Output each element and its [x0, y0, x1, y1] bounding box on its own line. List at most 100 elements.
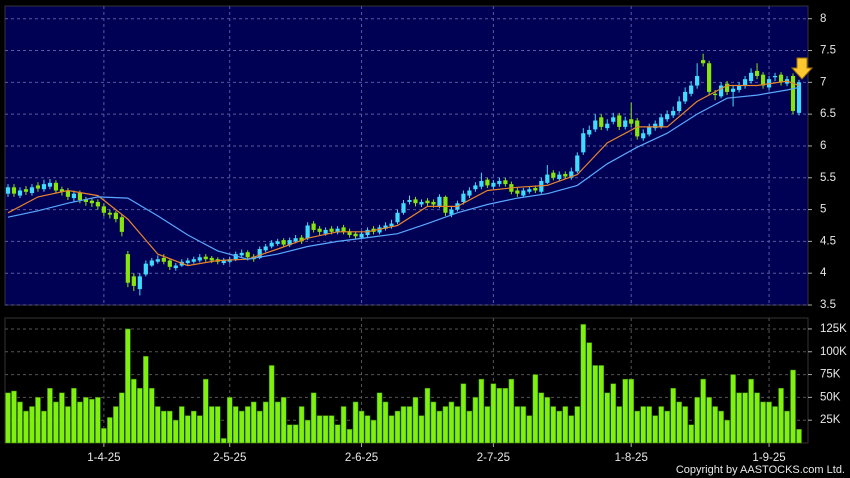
moving-average-line	[7, 80, 800, 267]
candle-body	[497, 180, 502, 185]
volume-bar	[790, 369, 796, 444]
volume-bar	[95, 397, 101, 444]
volume-bar	[5, 392, 11, 444]
volume-bar	[119, 392, 125, 444]
candle-body	[796, 82, 802, 113]
candle-body	[101, 206, 106, 213]
volume-bar	[472, 397, 479, 444]
candle-body	[407, 200, 412, 202]
candle-body	[479, 180, 484, 187]
volume-bar	[173, 419, 179, 444]
candle-body	[701, 60, 706, 64]
volume-bar	[550, 406, 557, 444]
volume-bar	[340, 406, 347, 444]
candle-body	[329, 228, 334, 232]
volume-bar	[700, 378, 706, 444]
volume-bar	[352, 401, 359, 444]
y-tick-label: 7	[820, 76, 826, 88]
candle-body	[742, 79, 748, 86]
volume-bar	[496, 388, 503, 444]
candle-body	[593, 120, 598, 130]
candle-body	[425, 200, 430, 204]
candle-body	[239, 252, 244, 256]
candle-body	[155, 259, 160, 262]
candle-body	[629, 119, 634, 124]
volume-bar	[280, 397, 287, 444]
candle-body	[713, 93, 718, 96]
volume-bar	[592, 365, 599, 444]
volume-bar	[670, 388, 676, 444]
y-tick-label: 4.5	[820, 235, 836, 247]
volume-bar	[208, 406, 215, 444]
volume-bar	[436, 410, 443, 444]
volume-bar	[197, 415, 203, 444]
volume-bar	[400, 406, 407, 444]
candle-body	[587, 130, 592, 135]
volume-bar	[706, 397, 712, 444]
candle-body	[605, 123, 610, 129]
volume-bar	[544, 397, 551, 444]
volume-bar	[580, 324, 587, 444]
candle-body	[287, 240, 292, 246]
volume-bar	[532, 374, 539, 444]
volume-bar	[382, 401, 389, 444]
volume-bar	[574, 406, 581, 444]
volume-bar	[604, 392, 610, 444]
candle-body	[203, 256, 208, 260]
candle-body	[365, 229, 370, 236]
y-tick-label: 50K	[820, 391, 841, 403]
candle-body	[413, 199, 418, 204]
candle-body	[341, 227, 346, 232]
volume-bar	[508, 378, 515, 444]
candle-body	[191, 259, 196, 262]
candle-body	[695, 75, 700, 86]
volume-bar	[346, 429, 353, 444]
y-tick-label: 6	[820, 140, 826, 152]
volume-bar	[772, 406, 778, 444]
volume-bar	[298, 406, 305, 444]
candle-body	[65, 190, 71, 197]
candle-body	[185, 260, 190, 264]
volume-bar	[484, 406, 491, 444]
volume-bar	[107, 417, 113, 444]
candle-body	[311, 223, 316, 230]
volume-bar	[113, 406, 119, 444]
volume-bar	[203, 378, 209, 444]
volume-bar	[358, 410, 365, 444]
candle-body	[263, 246, 268, 251]
volume-bar	[424, 388, 431, 444]
volume-bar	[220, 438, 227, 444]
volume-bar	[35, 397, 41, 444]
y-tick-label: 6.5	[820, 108, 836, 120]
volume-bar	[89, 398, 95, 444]
volume-bar	[736, 392, 742, 444]
y-tick-label: 125K	[820, 323, 847, 335]
volume-bar	[526, 415, 533, 444]
candle-body	[107, 212, 112, 215]
candle-body	[748, 72, 754, 82]
candle-body	[653, 123, 658, 129]
candle-body	[778, 74, 784, 83]
volume-bar	[268, 365, 275, 444]
candle-body	[299, 237, 304, 242]
candle-body	[431, 201, 436, 205]
volume-bar	[29, 406, 35, 444]
candle-body	[389, 223, 394, 227]
x-tick-label: 2-6-25	[345, 452, 378, 464]
x-tick-label: 1-9-25	[752, 452, 785, 464]
candle-body	[545, 174, 550, 183]
candle-body	[77, 193, 83, 201]
y-tick-label: 75K	[820, 369, 841, 381]
volume-bar	[394, 410, 401, 444]
volume-bar	[634, 410, 640, 444]
candle-body	[89, 200, 94, 204]
candle-body	[515, 190, 520, 194]
x-tick-label: 2-5-25	[213, 452, 246, 464]
volume-bar	[466, 410, 473, 444]
candle-body	[599, 117, 604, 127]
volume-bar	[502, 388, 509, 444]
volume-bar	[388, 415, 395, 444]
y-tick-label: 4	[820, 267, 827, 279]
candle-body	[293, 238, 298, 242]
candle-body	[485, 179, 490, 186]
